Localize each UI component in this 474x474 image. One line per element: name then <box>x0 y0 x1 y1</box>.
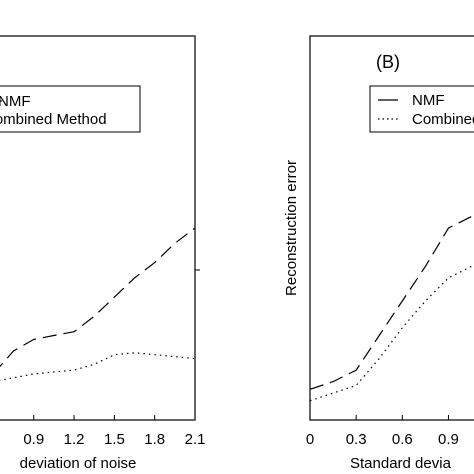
panel-b-legend-combined-label: Combined <box>412 111 474 128</box>
panel-b-x-axis-label: Standard devia <box>350 455 452 472</box>
panel-b-legend-box <box>369 85 474 133</box>
panel-a: 0.9 1.2 1.5 1.8 2.1 deviation of noise NMF C… <box>0 35 205 472</box>
panel-a-legend-nmf-label: NMF <box>0 93 31 110</box>
panel-a-x-tick-label: 1.5 <box>104 431 125 448</box>
panel-b-x-tick-label: 0.6 <box>392 431 413 448</box>
panel-b-legend: NMF Combined <box>369 85 474 133</box>
panel-b-x-ticks: 0 0.3 0.6 0.9 <box>306 415 459 448</box>
panel-b-x-tick-label: 0 <box>306 431 314 448</box>
panel-a-legend: NMF Combined Method <box>0 85 141 133</box>
panel-a-legend-box <box>0 85 141 133</box>
panel-b-series-nmf-line <box>309 214 474 390</box>
panel-a-x-ticks: 0.9 1.2 1.5 1.8 2.1 <box>23 415 205 448</box>
panel-a-x-tick-label: 1.2 <box>64 431 85 448</box>
panel-b-series-combined-line <box>309 264 474 402</box>
panel-a-series-combined-line <box>0 352 196 381</box>
panel-b-label: (B) <box>376 52 400 72</box>
panel-b-plot-frame <box>309 35 474 421</box>
panel-a-series-nmf-line <box>0 227 196 368</box>
panel-a-legend-combined-label: Combined Method <box>0 111 107 128</box>
panel-a-x-tick-label: 0.9 <box>23 431 44 448</box>
panel-b-x-tick-label: 0.3 <box>346 431 367 448</box>
panel-a-x-tick-label: 1.8 <box>144 431 165 448</box>
panel-a-series <box>0 227 196 381</box>
panel-b-x-tick-label: 0.9 <box>438 431 459 448</box>
panel-b-series <box>309 214 474 402</box>
panel-b-legend-nmf-label: NMF <box>412 92 445 109</box>
panel-a-x-axis-label: deviation of noise <box>20 455 137 472</box>
panel-b: (B) 0 0.3 0.6 0.9 Standard devia Reconstruc… <box>283 35 474 472</box>
panel-a-x-tick-label: 2.1 <box>185 431 206 448</box>
panel-b-y-axis-label: Reconstruction error <box>283 160 300 296</box>
